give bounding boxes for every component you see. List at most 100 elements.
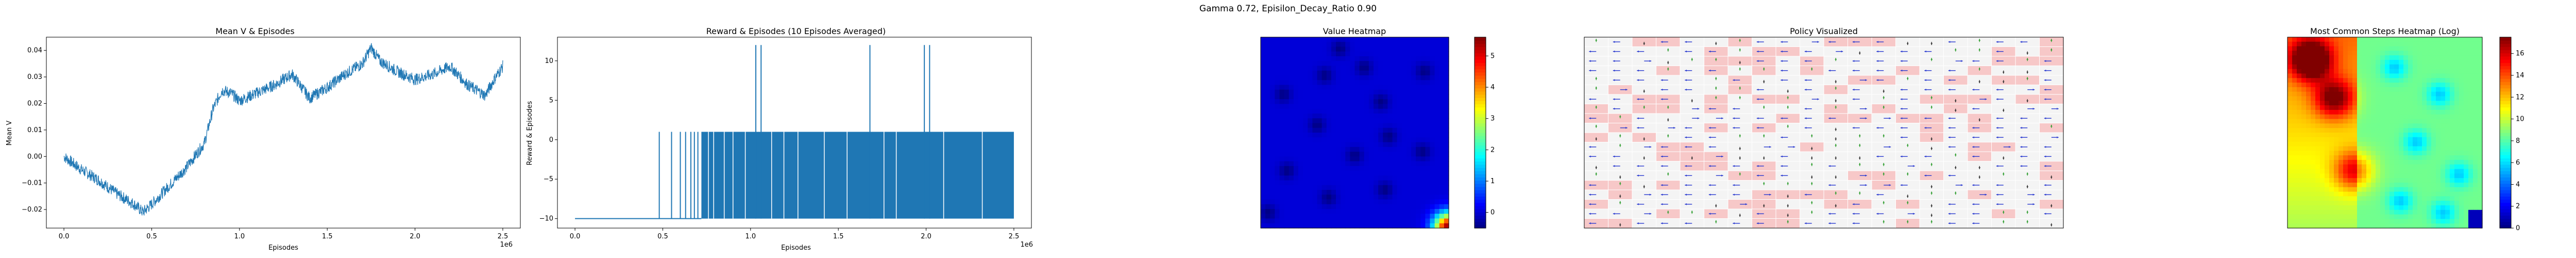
value-heatmap-cell xyxy=(1279,46,1285,52)
value-heatmap-cell xyxy=(1265,152,1270,157)
value-colorbar-segment xyxy=(1475,78,1486,82)
value-heatmap-cell xyxy=(1275,70,1280,76)
steps-heatmap-cell xyxy=(2431,46,2436,52)
steps-heatmap-cell xyxy=(2445,64,2450,70)
steps-heatmap-cell xyxy=(2357,219,2362,224)
steps-heatmap-cell xyxy=(2376,196,2381,201)
steps-heatmap-cell xyxy=(2297,196,2302,201)
steps-heatmap-cell xyxy=(2366,205,2371,211)
policy-arrow-head xyxy=(1793,146,1795,148)
value-heatmap-cell xyxy=(1317,161,1323,167)
value-heatmap-cell xyxy=(1261,123,1266,128)
value-heatmap-cell xyxy=(1261,94,1266,100)
value-heatmap-cell xyxy=(1345,123,1350,128)
steps-heatmap-cell xyxy=(2389,78,2395,83)
steps-heatmap-cell xyxy=(2459,105,2464,110)
value-heatmap-cell xyxy=(1279,142,1285,148)
policy-arrow-head xyxy=(1972,155,1974,158)
value-heatmap-cell xyxy=(1368,161,1374,167)
steps-heatmap-cell xyxy=(2287,101,2293,106)
steps-heatmap-cell xyxy=(2441,119,2446,124)
steps-heatmap-cell xyxy=(2329,155,2334,160)
policy-arrow-head xyxy=(1756,88,1759,91)
value-heatmap-cell xyxy=(1312,94,1318,100)
value-colorbar-segment xyxy=(1475,196,1486,200)
steps-heatmap-cell xyxy=(2459,69,2464,74)
steps-heatmap-cell xyxy=(2297,173,2302,179)
value-heatmap-cell xyxy=(1317,70,1323,76)
value-heatmap-cell xyxy=(1411,114,1416,119)
steps-colorbar-segment xyxy=(2500,215,2511,219)
value-heatmap-cell xyxy=(1326,166,1332,171)
steps-heatmap-cell xyxy=(2445,37,2450,42)
steps-heatmap-cell xyxy=(2389,109,2395,115)
steps-heatmap-cell xyxy=(2380,187,2385,192)
value-heatmap-cell xyxy=(1439,199,1445,205)
steps-heatmap-cell xyxy=(2399,187,2404,192)
steps-heatmap-cell xyxy=(2334,109,2339,115)
value-heatmap-cell xyxy=(1279,137,1285,143)
steps-heatmap-cell xyxy=(2454,164,2460,170)
value-heatmap-cell xyxy=(1279,199,1285,205)
steps-heatmap-cell xyxy=(2459,178,2464,183)
steps-heatmap-cell xyxy=(2362,173,2367,179)
steps-colorbar-segment xyxy=(2500,209,2511,213)
steps-heatmap-cell xyxy=(2329,87,2334,92)
steps-heatmap-cell xyxy=(2422,96,2427,101)
value-heatmap-cell xyxy=(1308,137,1313,143)
steps-heatmap-cell xyxy=(2376,191,2381,197)
steps-heatmap-cell xyxy=(2311,69,2316,74)
value-heatmap-cell xyxy=(1364,42,1369,47)
steps-heatmap-cell xyxy=(2445,223,2450,229)
steps-colorbar-segment xyxy=(2500,161,2511,165)
steps-heatmap-cell xyxy=(2315,119,2320,124)
value-heatmap-cell xyxy=(1368,137,1374,143)
steps-heatmap-cell xyxy=(2380,201,2385,206)
steps-heatmap-cell xyxy=(2408,209,2413,215)
value-heatmap-cell xyxy=(1321,142,1327,148)
policy-arrow-head xyxy=(1948,136,1951,139)
value-colorbar-segment xyxy=(1475,85,1486,89)
steps-heatmap-cell xyxy=(2478,223,2483,229)
steps-colorbar-segment xyxy=(2500,164,2511,168)
value-heatmap-cell xyxy=(1392,118,1398,124)
steps-heatmap-cell xyxy=(2441,155,2446,160)
steps-heatmap-cell xyxy=(2417,155,2422,160)
steps-heatmap-cell xyxy=(2352,137,2358,142)
policy-arrow-head xyxy=(1589,50,1591,53)
steps-heatmap-cell xyxy=(2422,205,2427,211)
steps-heatmap-cell xyxy=(2334,205,2339,211)
steps-heatmap-cell xyxy=(2352,146,2358,151)
steps-heatmap-cell xyxy=(2343,173,2348,179)
steps-heatmap-cell xyxy=(2357,64,2362,70)
steps-heatmap-cell xyxy=(2366,78,2371,83)
steps-heatmap-cell xyxy=(2287,119,2293,124)
steps-heatmap-cell xyxy=(2357,109,2362,115)
steps-heatmap-cell xyxy=(2385,191,2390,197)
value-heatmap-cell xyxy=(1265,204,1270,209)
steps-heatmap-cell xyxy=(2306,191,2311,197)
steps-heatmap-cell xyxy=(2297,41,2302,47)
steps-heatmap-cell xyxy=(2325,146,2330,151)
steps-heatmap-cell xyxy=(2417,91,2422,97)
value-heatmap-cell xyxy=(1279,80,1285,86)
value-heatmap-cell xyxy=(1275,123,1280,128)
steps-heatmap-cell xyxy=(2348,105,2353,110)
value-heatmap-cell xyxy=(1439,209,1445,214)
steps-heatmap-cell xyxy=(2389,101,2395,106)
value-heatmap-cell xyxy=(1378,127,1383,133)
steps-heatmap-cell xyxy=(2287,46,2293,52)
steps-heatmap-cell xyxy=(2301,96,2307,101)
value-heatmap-cell xyxy=(1289,180,1294,186)
steps-heatmap-cell xyxy=(2376,101,2381,106)
value-heatmap-cell xyxy=(1289,223,1294,229)
steps-heatmap-cell xyxy=(2454,123,2460,128)
policy-arrow-head xyxy=(1708,136,1711,139)
steps-heatmap-cell xyxy=(2464,159,2469,165)
value-heatmap-cell xyxy=(1275,195,1280,200)
value-heatmap-cell xyxy=(1303,123,1308,128)
steps-heatmap-cell xyxy=(2371,60,2376,65)
policy-arrow-head xyxy=(1691,58,1693,60)
mean-v-x-multiplier: 1e6 xyxy=(500,241,513,249)
